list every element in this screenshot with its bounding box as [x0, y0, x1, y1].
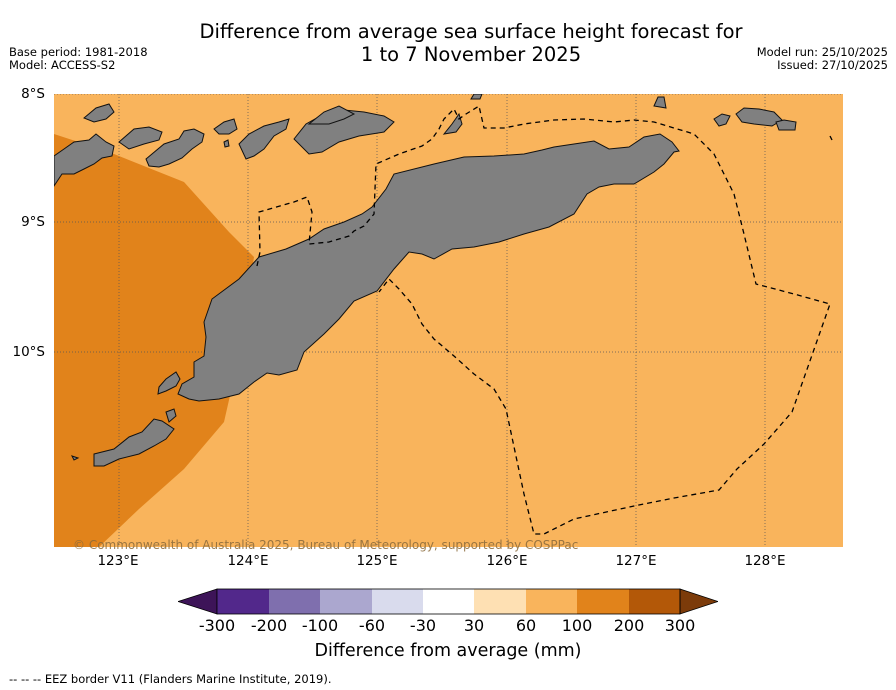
colorbar-bin-8 [577, 589, 629, 614]
issued-date: Issued: 27/10/2025 [777, 58, 888, 72]
anomaly-region-100-200 [54, 134, 254, 547]
colorbar-tick: -100 [301, 616, 339, 635]
lembata-island [145, 128, 205, 168]
title-line-2: 1 to 7 November 2025 [360, 43, 582, 66]
colorbar-extend-max [679, 588, 718, 615]
colorbar-tick: 30 [463, 616, 485, 635]
lakor-island [775, 119, 797, 131]
colorbar-bin-6 [474, 589, 526, 614]
model-name: Model: ACCESS-S2 [9, 58, 116, 72]
meta-left: Base period: 1981-2018 Model: ACCESS-S2 [9, 46, 148, 72]
liran-island [470, 94, 483, 100]
lon-label-128e: 128°E [744, 553, 786, 569]
adonara-island [118, 126, 163, 150]
colorbar-bin-7 [526, 589, 577, 614]
timor-island [177, 133, 680, 402]
small-islet-1 [223, 139, 230, 148]
colorbar-tick: 60 [515, 616, 537, 635]
sea-surface-map [54, 94, 843, 547]
colorbar-bin-1 [217, 589, 269, 614]
colorbar-bin-4 [372, 589, 423, 614]
lon-label-126e: 126°E [486, 553, 528, 569]
romang-island [653, 96, 667, 109]
colorbar-bin-5 [423, 589, 474, 614]
lat-label-10s: 10°S [12, 344, 46, 360]
copyright-credit: © Commonwealth of Australia 2025, Bureau… [73, 538, 579, 552]
small-islet-2 [71, 455, 80, 461]
lon-label-123e: 123°E [97, 553, 139, 569]
eez-border-east [829, 135, 833, 141]
colorbar-tick: 100 [561, 616, 593, 635]
rote-island [157, 371, 181, 395]
wetar-island [307, 105, 356, 125]
atauro-island [442, 112, 463, 135]
colorbar-tick: 300 [664, 616, 696, 635]
flores-island [54, 133, 115, 187]
colorbar-bin-9 [629, 589, 680, 614]
alor-island-west [238, 118, 290, 160]
chart-title: Difference from average sea surface heig… [150, 20, 792, 66]
leti-island [713, 113, 731, 127]
sawu-island [165, 408, 177, 423]
base-period: Base period: 1981-2018 [9, 45, 148, 59]
land [54, 94, 797, 467]
lon-label-127e: 127°E [615, 553, 657, 569]
colorbar-tick: -30 [409, 616, 437, 635]
colorbar-label: Difference from average (mm) [314, 641, 582, 661]
colorbar-extend-min [178, 588, 218, 615]
meta-right: Model run: 25/10/2025 Issued: 27/10/2025 [757, 46, 888, 72]
title-line-1: Difference from average sea surface heig… [199, 20, 743, 43]
colorbar-bin-2 [269, 589, 320, 614]
colorbar-tick: -60 [358, 616, 386, 635]
colorbar-tick: -200 [250, 616, 288, 635]
lon-label-124e: 124°E [227, 553, 269, 569]
lat-label-8s: 8°S [21, 86, 45, 102]
colorbar-tick: 200 [613, 616, 645, 635]
lat-label-9s: 9°S [21, 214, 45, 230]
eez-legend: -- -- -- EEZ border V11 (Flanders Marine… [9, 672, 332, 686]
colorbar-bin-3 [320, 589, 372, 614]
pantar-island [213, 118, 238, 135]
lon-label-125e: 125°E [356, 553, 398, 569]
eez-border [256, 104, 831, 535]
solor-island [83, 103, 115, 123]
colorbar [178, 588, 718, 615]
model-run: Model run: 25/10/2025 [756, 45, 888, 59]
sumba-island [93, 418, 175, 467]
colorbar-tick: -300 [198, 616, 236, 635]
